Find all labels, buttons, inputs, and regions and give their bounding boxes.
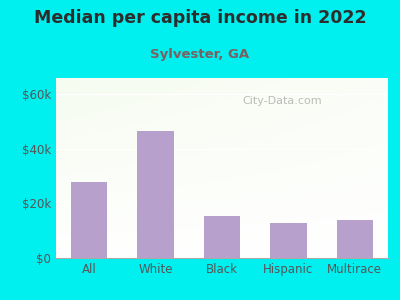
Bar [204,216,240,258]
Text: City-Data.com: City-Data.com [242,96,322,106]
Text: Median per capita income in 2022: Median per capita income in 2022 [34,9,366,27]
Bar [71,182,108,258]
Bar [270,223,307,258]
Text: Sylvester, GA: Sylvester, GA [150,48,250,61]
Bar [137,131,174,258]
Bar [336,220,373,258]
